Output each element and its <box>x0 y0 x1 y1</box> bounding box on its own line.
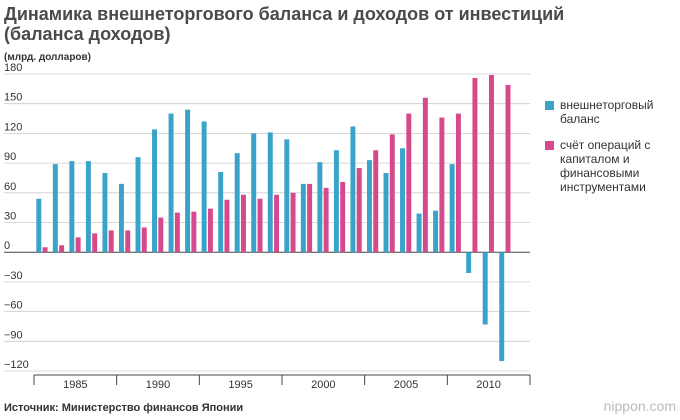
bar-trade-balance <box>102 173 108 253</box>
bar-trade-balance <box>300 183 306 253</box>
legend-item-capital-account: счёт операций с капиталом и финансовыми … <box>545 138 675 194</box>
bar-capital-account <box>141 227 147 253</box>
bar-capital-account <box>207 208 213 253</box>
bar-trade-balance <box>201 121 207 253</box>
bar-trade-balance <box>366 160 372 253</box>
bar-capital-account <box>472 77 478 253</box>
legend-label-capital-account: счёт операций с капиталом и финансовыми … <box>560 138 651 194</box>
bar-trade-balance <box>333 150 339 253</box>
bar-capital-account <box>356 168 362 253</box>
x-tick-label: 2000 <box>311 379 335 391</box>
y-tick-label: 180 <box>4 62 22 74</box>
x-tick-label: 1995 <box>228 379 252 391</box>
bar-capital-account <box>158 217 164 253</box>
bar-trade-balance <box>135 157 141 253</box>
bar-trade-balance <box>152 129 158 253</box>
bar-capital-account <box>224 199 230 253</box>
legend-swatch-capital-account <box>545 141 554 150</box>
bar-capital-account <box>488 74 494 253</box>
bar-capital-account <box>125 230 131 253</box>
bar-trade-balance <box>466 252 472 273</box>
x-tick-label: 2005 <box>394 379 418 391</box>
y-axis-unit-label: (млрд. долларов) <box>4 52 92 63</box>
bar-trade-balance <box>36 198 42 253</box>
x-tick-label: 1990 <box>146 379 170 391</box>
bar-trade-balance <box>69 161 75 253</box>
bar-capital-account <box>439 117 445 253</box>
bar-trade-balance <box>383 173 389 253</box>
bar-trade-balance <box>416 213 422 253</box>
bar-trade-balance <box>317 162 323 253</box>
legend-swatch-trade-balance <box>545 101 554 110</box>
bar-capital-account <box>340 181 346 253</box>
y-tick-label: −60 <box>4 300 23 312</box>
bar-capital-account <box>455 113 461 253</box>
bar-trade-balance <box>52 164 58 253</box>
x-tick-label: 2010 <box>476 379 500 391</box>
bar-trade-balance <box>218 172 224 253</box>
bar-trade-balance <box>234 153 240 253</box>
bar-trade-balance <box>499 252 505 362</box>
bar-capital-account <box>323 187 329 253</box>
bar-trade-balance <box>85 161 91 253</box>
y-tick-label: 150 <box>4 92 22 104</box>
bar-trade-balance <box>168 113 174 253</box>
y-tick-label: 90 <box>4 151 16 163</box>
bar-capital-account <box>92 233 98 253</box>
bar-capital-account <box>406 113 412 253</box>
brand-logo: nippon.com <box>603 398 676 414</box>
bar-capital-account <box>59 245 65 253</box>
bar-capital-account <box>240 194 246 253</box>
bar-capital-account <box>373 150 379 253</box>
y-tick-label: −90 <box>4 329 23 341</box>
x-tick-label: 1985 <box>63 379 87 391</box>
bar-capital-account <box>422 97 428 253</box>
bar-trade-balance <box>185 109 191 253</box>
bar-capital-account <box>174 212 180 253</box>
y-tick-label: −120 <box>4 359 29 371</box>
bar-trade-balance <box>449 164 455 253</box>
bar-trade-balance <box>433 210 439 253</box>
bar-capital-account <box>191 211 197 253</box>
legend-item-trade-balance: внешнеторговый баланс <box>545 98 675 126</box>
bar-capital-account <box>307 183 313 253</box>
source-note: Источник: Министерство финансов Японии <box>4 402 244 414</box>
y-tick-label: 0 <box>4 240 10 252</box>
bar-trade-balance <box>118 183 124 253</box>
bar-capital-account <box>290 192 296 253</box>
y-tick-label: 30 <box>4 211 16 223</box>
bar-capital-account <box>389 134 395 253</box>
bar-trade-balance <box>251 133 257 253</box>
y-tick-label: −30 <box>4 270 23 282</box>
bar-trade-balance <box>400 148 406 253</box>
legend: внешнеторговый баланс счёт операций с ка… <box>545 98 675 206</box>
bar-trade-balance <box>284 139 290 253</box>
bar-trade-balance <box>350 126 356 253</box>
bar-capital-account <box>75 237 81 253</box>
bar-trade-balance <box>267 132 273 253</box>
legend-label-trade-balance: внешнеторговый баланс <box>560 98 654 126</box>
bar-capital-account <box>274 194 280 253</box>
y-tick-label: 60 <box>4 181 16 193</box>
bar-trade-balance <box>482 252 488 325</box>
bar-capital-account <box>42 247 48 253</box>
y-tick-label: 120 <box>4 121 22 133</box>
bar-capital-account <box>257 198 263 253</box>
chart-title: Динамика внешнеторгового баланса и доход… <box>4 4 565 44</box>
bar-capital-account <box>505 84 511 253</box>
bar-capital-account <box>108 230 114 253</box>
